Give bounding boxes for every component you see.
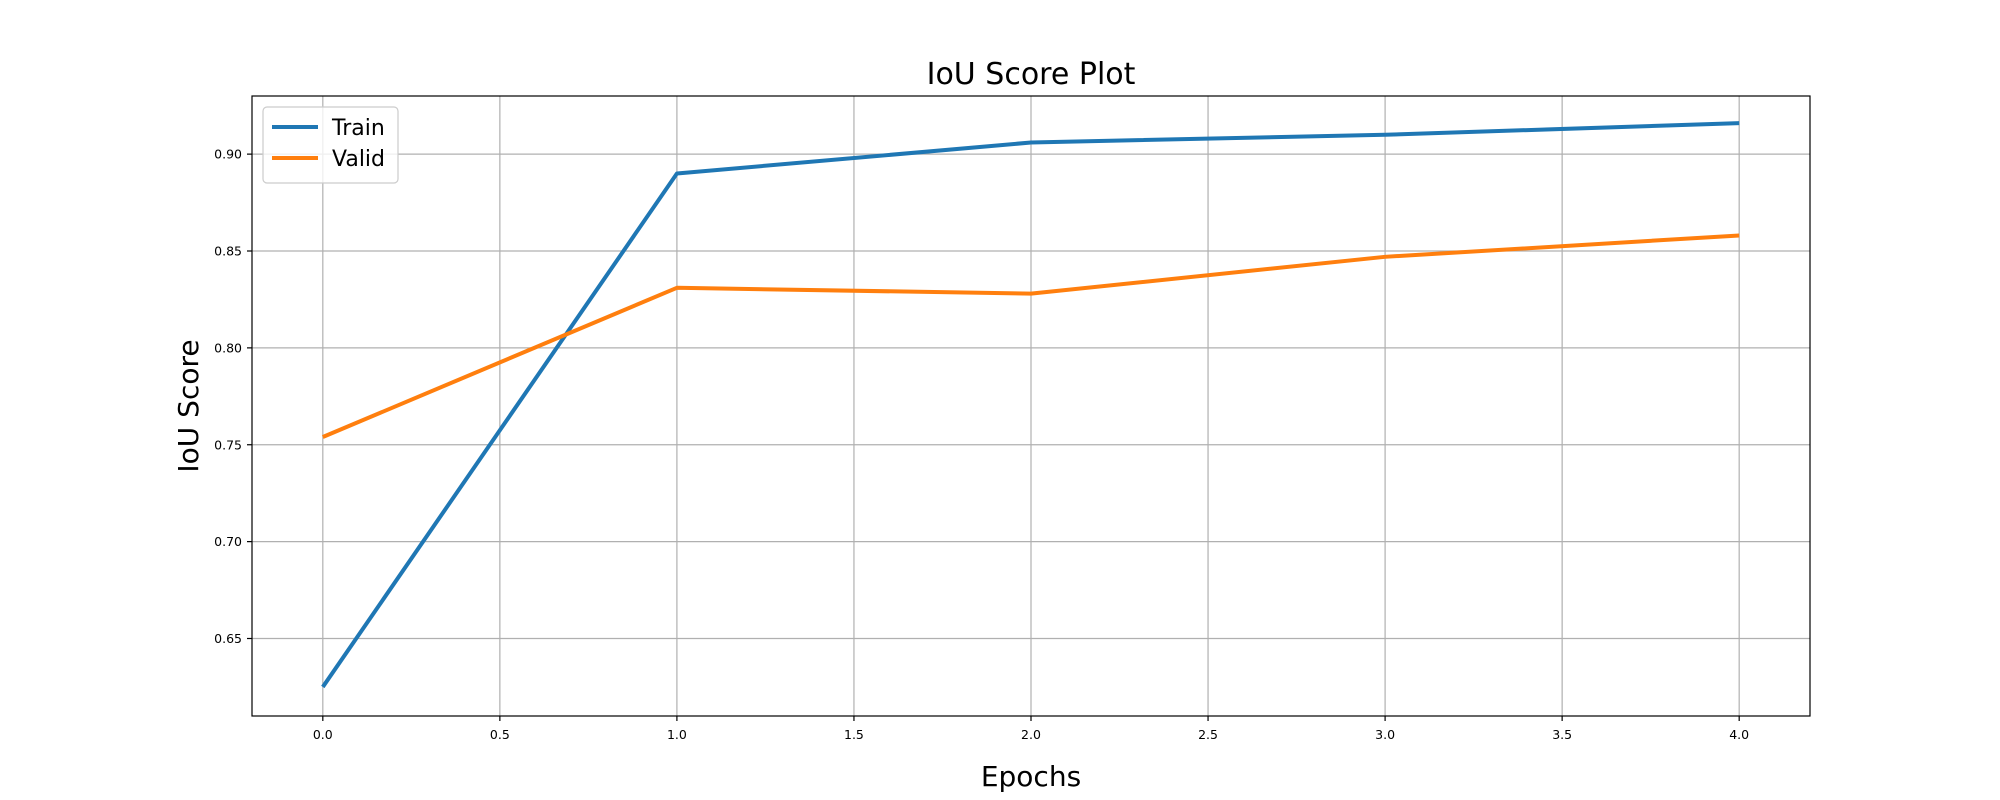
series-line-valid bbox=[322, 233, 1740, 439]
legend-label-train: Train bbox=[331, 116, 385, 141]
x-tick-label: 2.5 bbox=[1198, 727, 1218, 742]
y-tick-label: 0.80 bbox=[214, 340, 242, 355]
x-tick-label: 2.0 bbox=[1021, 727, 1041, 742]
chart-title: IoU Score Plot bbox=[927, 57, 1136, 92]
x-tick-label: 3.0 bbox=[1375, 727, 1395, 742]
x-tick-label: 1.0 bbox=[667, 727, 687, 742]
x-axis-title: Epochs bbox=[981, 760, 1081, 793]
legend: Train Valid bbox=[262, 106, 399, 184]
x-tick-label: 0.0 bbox=[313, 727, 333, 742]
axis-ticks: 0.0 0.5 1.0 1.5 2.0 2.5 3.0 3.5 4.0 0.65 0.70 0.75 0… bbox=[214, 147, 1749, 742]
y-tick-label: 0.70 bbox=[214, 534, 242, 549]
grid bbox=[252, 96, 1810, 716]
series-line-train bbox=[321, 121, 1740, 689]
y-tick-label: 0.65 bbox=[214, 631, 242, 646]
x-tick-label: 1.5 bbox=[844, 727, 864, 742]
y-tick-label: 0.75 bbox=[214, 437, 242, 452]
x-tick-label: 4.0 bbox=[1729, 727, 1749, 742]
y-tick-label: 0.85 bbox=[214, 244, 242, 259]
legend-label-valid: Valid bbox=[332, 147, 385, 172]
series-lines bbox=[321, 121, 1740, 689]
x-tick-label: 3.5 bbox=[1552, 727, 1572, 742]
y-tick-label: 0.90 bbox=[214, 147, 242, 162]
x-tick-label: 0.5 bbox=[490, 727, 510, 742]
y-axis-title: IoU Score bbox=[172, 339, 205, 472]
